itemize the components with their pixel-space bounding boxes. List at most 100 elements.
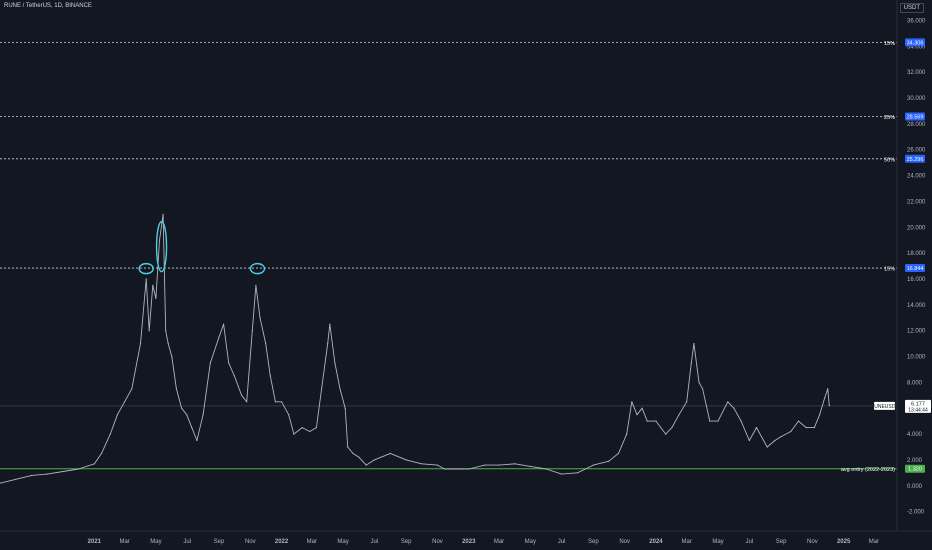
- series-point-47: [321, 388, 323, 390]
- series-point-1: [15, 478, 17, 480]
- y-tick-label: 14.000: [907, 303, 926, 309]
- price-axis[interactable]: -2.0000.0002.0004.0006.0008.00010.00012.…: [896, 0, 932, 550]
- y-tick-label: 28.000: [907, 122, 926, 128]
- price-badge-text-4: 1.320: [908, 467, 922, 473]
- series-point-78: [641, 407, 643, 409]
- symbol-badge-text: RUNEUSDT: [871, 404, 899, 410]
- series-point-19: [165, 330, 167, 332]
- series-point-10: [124, 401, 126, 403]
- series-point-43: [293, 433, 295, 435]
- series-point-103: [819, 414, 821, 416]
- series-point-30: [223, 323, 225, 325]
- series-point-39: [269, 375, 271, 377]
- series-point-18: [162, 213, 164, 215]
- price-badge-4: [905, 464, 925, 473]
- level-label-4: avg entry (2022-2023): [841, 467, 895, 473]
- series-point-79: [646, 420, 648, 422]
- series-point-32: [233, 375, 235, 377]
- series-point-53: [347, 446, 349, 448]
- series-point-66: [498, 464, 500, 466]
- x-tick-label: Jul: [745, 539, 753, 545]
- x-tick-label: May: [337, 539, 348, 545]
- series-point-48: [327, 343, 329, 345]
- y-tick-label: 36.000: [907, 18, 926, 24]
- series-point-93: [740, 420, 742, 422]
- series-point-98: [780, 436, 782, 438]
- y-tick-label: 8.000: [907, 380, 923, 386]
- price-axis-bg: [897, 0, 932, 550]
- series-point-27: [202, 414, 204, 416]
- series-point-91: [727, 401, 729, 403]
- series-point-6: [93, 463, 95, 465]
- price-badge-text-1: 28.569: [907, 115, 924, 121]
- x-tick-label: Sep: [588, 539, 599, 545]
- series-point-99: [790, 430, 792, 433]
- series-point-61: [436, 464, 439, 466]
- series-point-12: [139, 343, 142, 345]
- series-point-106: [828, 405, 830, 407]
- current-price-badge: [905, 399, 931, 413]
- series-point-83: [678, 414, 680, 416]
- price-badge-0: [905, 38, 925, 47]
- x-tick-label: Mar: [307, 539, 317, 545]
- series-point-2: [31, 474, 33, 476]
- y-tick-label: 2.000: [907, 458, 923, 464]
- x-tick-label: Nov: [432, 539, 443, 545]
- series-point-55: [358, 456, 360, 458]
- series-point-74: [617, 452, 620, 454]
- series-point-14: [148, 330, 150, 332]
- series-point-25: [191, 427, 193, 429]
- price-badge-text-0: 34.306: [907, 40, 924, 46]
- series-point-105: [827, 388, 829, 390]
- series-point-46: [315, 427, 317, 429]
- series-point-5: [77, 468, 80, 470]
- series-point-3: [46, 473, 48, 475]
- series-point-82: [671, 427, 673, 429]
- series-point-101: [805, 427, 807, 429]
- x-tick-label: Sep: [214, 539, 225, 545]
- series-point-59: [405, 459, 407, 461]
- time-axis[interactable]: 2021 Mar May Jul Sep Nov 2022 Mar May Jul Sep Nov 20…: [0, 530, 932, 550]
- series-point-13: [145, 278, 147, 280]
- series-point-96: [766, 446, 768, 448]
- series-point-33: [241, 394, 243, 396]
- series-point-37: [259, 317, 261, 319]
- series-point-102: [813, 427, 816, 429]
- x-tick-label: Nov: [807, 539, 818, 545]
- x-tick-label: 2025: [837, 539, 851, 545]
- x-tick-label: May: [150, 539, 161, 545]
- series-point-100: [797, 420, 800, 422]
- currency-label[interactable]: USDT: [899, 3, 924, 13]
- series-point-4: [62, 470, 64, 473]
- series-point-104: [824, 397, 826, 399]
- x-tick-label: 2023: [462, 539, 476, 545]
- series-point-67: [514, 463, 516, 465]
- series-point-15: [152, 284, 154, 286]
- series-point-45: [309, 430, 311, 433]
- series-point-34: [246, 401, 248, 403]
- series-point-57: [373, 459, 375, 461]
- series-point-16: [155, 297, 157, 299]
- y-tick-label: 16.000: [907, 277, 926, 283]
- y-tick-label: 34.000: [907, 44, 926, 50]
- series-point-60: [421, 463, 423, 465]
- level-label-3: 15%: [884, 267, 895, 273]
- series-point-85: [690, 362, 692, 364]
- series-point-97: [774, 439, 776, 442]
- series-point-23: [181, 407, 183, 409]
- series-point-41: [281, 401, 283, 403]
- series-point-22: [175, 388, 177, 390]
- highlight-ellipse-2: [249, 262, 266, 275]
- series-point-92: [733, 407, 735, 409]
- series-point-94: [748, 439, 750, 442]
- series-point-87: [698, 381, 700, 383]
- series-point-0: [0, 482, 1, 484]
- series-point-69: [545, 468, 547, 470]
- symbol-badge: [874, 401, 895, 410]
- series-point-75: [626, 433, 628, 435]
- series-point-95: [755, 427, 758, 429]
- y-tick-label: -2.000: [907, 510, 925, 516]
- series-point-77: [636, 414, 638, 416]
- price-badges: 34.306 28.569 25.296 16.844 1.320 RUNEUSDT 6.1…: [871, 38, 931, 473]
